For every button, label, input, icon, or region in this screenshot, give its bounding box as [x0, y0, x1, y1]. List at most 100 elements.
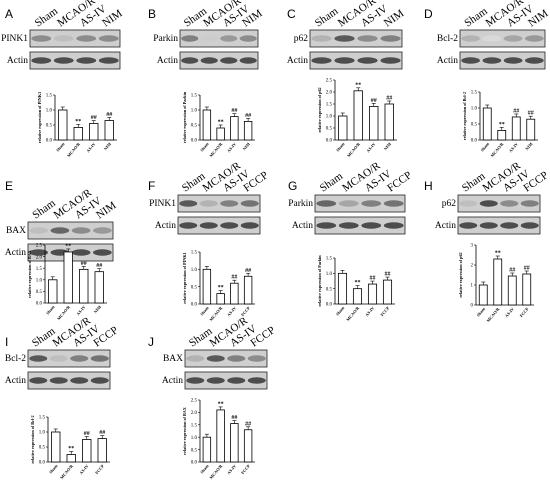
blot-band — [383, 222, 404, 229]
bar — [216, 127, 225, 141]
x-tick-label: AS-IV — [85, 141, 96, 153]
significance-label: ** — [355, 82, 361, 88]
x-tick-label: FCCP — [379, 305, 390, 317]
bar — [82, 439, 92, 463]
bar — [97, 438, 107, 463]
blot-row-label: Parkin — [288, 199, 313, 209]
significance-label: ## — [509, 268, 515, 274]
bar — [243, 121, 253, 141]
bar — [511, 116, 521, 141]
y-axis-title: relative expression of p62 — [317, 87, 322, 132]
bar — [338, 115, 348, 141]
blot-target-strip — [457, 194, 541, 213]
blot-actin-strip — [27, 371, 111, 390]
bar — [104, 120, 114, 141]
bar — [89, 123, 99, 141]
blot-band — [186, 355, 205, 362]
significance-label: ## — [371, 98, 377, 104]
y-axis-title: relative expression of p62 — [458, 252, 463, 297]
x-tick-label: FCCP — [240, 305, 251, 317]
blot-band — [220, 57, 238, 64]
bar — [230, 282, 239, 305]
blot-target-strip — [314, 194, 406, 213]
blot-band — [357, 57, 378, 64]
y-tick-label: 0 — [471, 304, 474, 309]
blot-band — [520, 200, 539, 207]
blot-row-label: Bcl-2 — [437, 34, 458, 44]
blot-band — [380, 35, 401, 42]
blot-row-label: Actin — [155, 221, 176, 231]
bar-chart: 0.0 0.5 1.0 1.5 relative expression of PINK1… — [182, 251, 255, 322]
y-tick-label: 1.0 — [36, 279, 43, 284]
bar — [202, 268, 212, 305]
x-tick-label: MCAO/R — [345, 305, 361, 322]
blot-band — [179, 222, 198, 229]
blot-band — [461, 35, 480, 42]
y-tick-label: 0.0 — [191, 139, 198, 144]
blot-band — [361, 222, 382, 229]
bar — [507, 275, 517, 306]
y-tick-label: 1.0 — [326, 115, 333, 120]
blot-band — [525, 57, 544, 64]
blot-band — [220, 222, 239, 229]
x-tick-label: Sham — [199, 141, 210, 152]
y-tick-label: 0.5 — [191, 285, 198, 290]
bar — [48, 279, 58, 304]
blot-band — [70, 355, 89, 362]
blot-target-strip — [177, 194, 261, 213]
blot-band — [482, 35, 502, 42]
bar-chart: 0.0 0.5 1.0 1.5 relative expression of Bcl-2… — [30, 415, 110, 480]
blot-band — [334, 35, 355, 42]
x-tick-label: NIM — [383, 141, 392, 151]
x-tick-label: NIM — [524, 141, 533, 151]
significance-label: ## — [231, 275, 237, 281]
blot-row-label: Actin — [157, 56, 178, 66]
x-tick-label: Sham — [45, 304, 56, 315]
blot-band — [220, 35, 238, 42]
x-tick-label: MCAO/R — [59, 463, 75, 480]
blot-band — [179, 200, 198, 207]
bar — [94, 271, 104, 304]
blot-band — [93, 249, 112, 256]
x-tick-label: Sham — [48, 463, 59, 474]
lane-label: Sham — [318, 170, 346, 194]
bar — [63, 251, 73, 304]
bar — [216, 409, 225, 463]
blot-band — [49, 355, 68, 362]
bar — [216, 293, 225, 305]
y-tick-label: 2.0 — [36, 255, 43, 260]
blot-band — [461, 57, 480, 64]
blot-row-label: Actin — [162, 376, 183, 386]
bar-chart: 0.0 0.5 1.0 1.5 relative expression of Parki… — [182, 91, 255, 158]
blot-band — [29, 377, 48, 384]
y-axis-title: relative expression of BAX — [182, 407, 187, 455]
y-tick-label: 1.0 — [39, 431, 46, 436]
significance-label: ## — [245, 268, 251, 274]
x-tick-label: MCAO/R — [346, 141, 362, 158]
blot-band — [338, 200, 359, 207]
bar — [526, 118, 536, 141]
blot-band — [247, 355, 266, 362]
blot-band — [98, 57, 119, 64]
bar — [202, 109, 212, 141]
blot-band — [482, 57, 502, 64]
y-tick-label: 0.5 — [326, 287, 333, 292]
panel-letter: I — [5, 335, 8, 349]
blot-band — [206, 377, 225, 384]
significance-label: ** — [75, 119, 81, 125]
y-tick-label: 1.5 — [191, 94, 198, 99]
blot-actin-strip — [314, 216, 406, 235]
blot-band — [479, 222, 498, 229]
blot-band — [31, 35, 52, 42]
blot-band — [181, 57, 199, 64]
blot-band — [316, 222, 337, 229]
blot-band — [29, 227, 48, 234]
blot-band — [93, 227, 112, 234]
panel-letter: E — [5, 179, 13, 193]
blot-band — [316, 200, 337, 207]
blot-row-label: Actin — [5, 248, 26, 258]
